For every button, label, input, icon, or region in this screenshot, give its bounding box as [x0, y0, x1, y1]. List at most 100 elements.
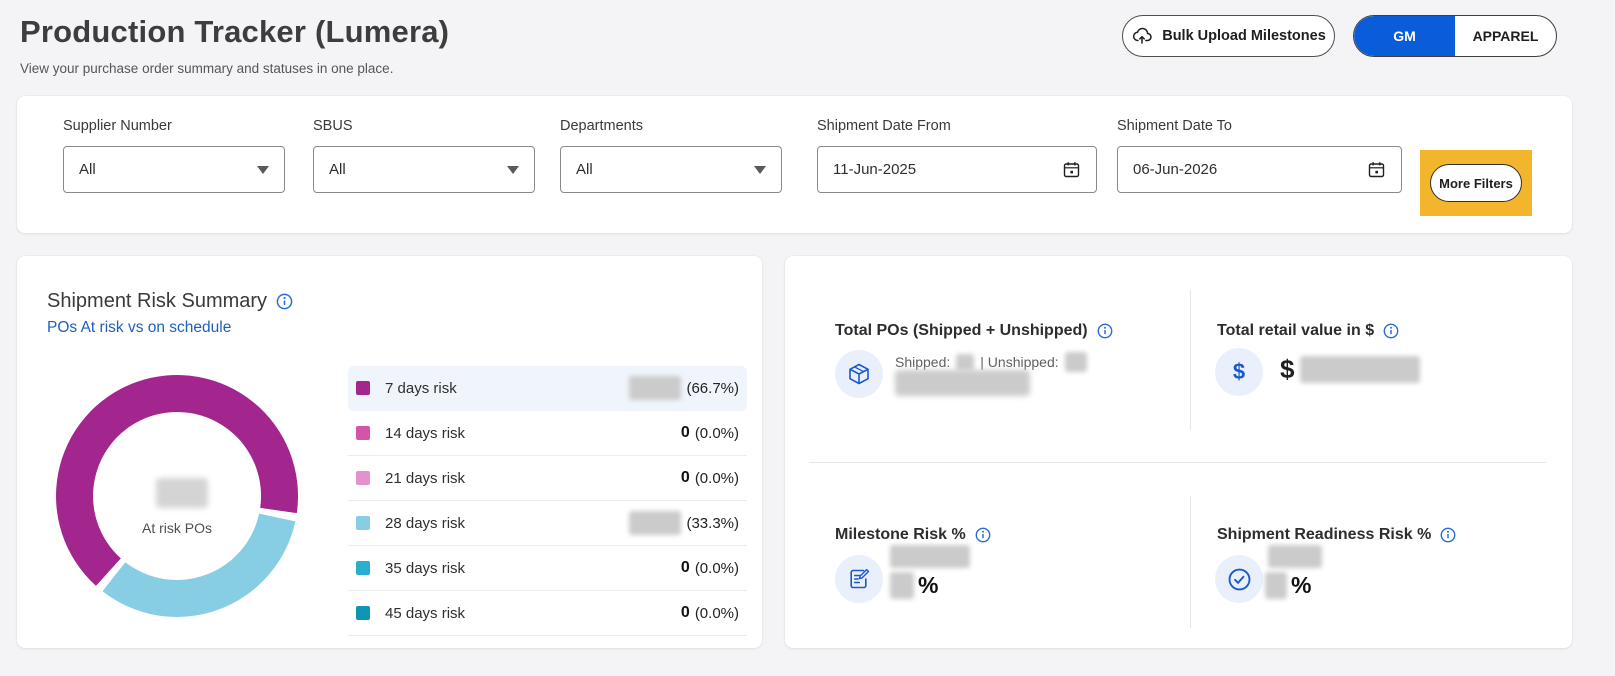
dollar-icon-circle: $ — [1215, 348, 1263, 396]
sbus-select[interactable]: All — [313, 146, 535, 193]
more-filters-button[interactable]: More Filters — [1430, 164, 1522, 202]
document-edit-icon — [850, 568, 870, 589]
legend-value: (33.3%) — [629, 511, 739, 535]
legend-count: 0 — [680, 604, 690, 621]
toggle-option-apparel[interactable]: APPAREL — [1472, 28, 1539, 44]
redacted-count — [629, 376, 682, 400]
divider — [1190, 496, 1191, 628]
chevron-down-icon — [754, 165, 766, 174]
shipment-date-from-label: Shipment Date From — [817, 118, 951, 134]
redacted-retail-value — [1300, 356, 1421, 383]
legend-value: 0 (0.0%) — [681, 469, 739, 487]
cloud-upload-icon — [1133, 27, 1152, 44]
info-icon[interactable] — [1097, 323, 1113, 339]
legend-label: 35 days risk — [385, 559, 466, 577]
legend-swatch — [356, 426, 370, 440]
legend-row-21-days-risk[interactable]: 21 days risk 0 (0.0%) — [348, 456, 747, 501]
shipment-date-to-value: 06-Jun-2026 — [1133, 161, 1218, 178]
percent-suffix: % — [1291, 572, 1312, 598]
legend-swatch — [356, 471, 370, 485]
filter-bar: Supplier Number All SBUS All Departments… — [17, 96, 1572, 233]
legend-value: 0 (0.0%) — [681, 604, 739, 622]
calendar-icon — [1368, 162, 1385, 178]
legend-percent: (0.0%) — [694, 559, 739, 577]
donut-center-label: At risk POs — [141, 520, 212, 536]
dollar-icon: $ — [1232, 359, 1246, 384]
supplier-number-select[interactable]: All — [63, 146, 285, 193]
shipment-date-to-input[interactable]: 06-Jun-2026 — [1117, 146, 1402, 193]
redacted-unshipped-count — [1064, 352, 1087, 372]
departments-select[interactable]: All — [560, 146, 782, 193]
page-title: Production Tracker (Lumera) — [20, 14, 450, 49]
sbus-label: SBUS — [313, 118, 353, 134]
legend-swatch — [356, 381, 370, 395]
info-icon[interactable] — [1440, 527, 1456, 543]
divider — [1190, 290, 1191, 430]
legend-count: 0 — [680, 469, 690, 486]
legend-percent: (0.0%) — [694, 604, 739, 622]
info-icon[interactable] — [1383, 323, 1399, 339]
supplier-number-value: All — [79, 161, 96, 178]
redacted-count — [629, 511, 682, 535]
redacted-shipped-count — [956, 353, 975, 371]
package-icon — [849, 363, 869, 385]
bulk-upload-milestones-button[interactable]: Bulk Upload Milestones — [1122, 15, 1335, 57]
info-icon[interactable] — [975, 527, 991, 543]
legend-label: 21 days risk — [385, 469, 466, 487]
calendar-icon — [1063, 162, 1080, 178]
donut-segment-28-days-risk[interactable] — [102, 513, 296, 617]
risk-legend: 7 days risk (66.7%) 14 days risk 0 (0.0%) 21 … — [348, 366, 747, 636]
shipment-date-from-value: 11-Jun-2025 — [833, 161, 917, 178]
shipment-date-to-label: Shipment Date To — [1117, 118, 1232, 134]
legend-percent: (66.7%) — [686, 379, 739, 397]
total-pos-title: Total POs (Shipped + Unshipped) — [835, 322, 1088, 339]
legend-value: (66.7%) — [629, 376, 739, 400]
legend-label: 45 days risk — [385, 604, 466, 622]
divider — [809, 462, 1546, 463]
legend-row-28-days-risk[interactable]: 28 days risk (33.3%) — [348, 501, 747, 546]
donut-segment-7-days-risk[interactable] — [56, 375, 299, 586]
redacted-milestone-percent — [890, 572, 914, 599]
package-icon-circle — [835, 350, 883, 398]
shipment-date-from-input[interactable]: 11-Jun-2025 — [817, 146, 1097, 193]
legend-row-45-days-risk[interactable]: 45 days risk 0 (0.0%) — [348, 591, 747, 636]
risk-summary-title: Shipment Risk Summary — [47, 290, 268, 312]
departments-label: Departments — [560, 118, 644, 134]
legend-percent: (0.0%) — [694, 469, 739, 487]
sbus-value: All — [329, 161, 346, 178]
readiness-icon-circle — [1215, 555, 1263, 603]
legend-percent: (33.3%) — [686, 514, 739, 532]
legend-swatch — [356, 561, 370, 575]
check-circle-icon — [1228, 568, 1250, 590]
legend-swatch — [356, 606, 370, 620]
gm-apparel-toggle: GM APPAREL — [1353, 15, 1557, 57]
chevron-down-icon — [257, 165, 269, 174]
legend-swatch — [356, 516, 370, 530]
risk-donut-chart: At risk POs — [53, 372, 301, 620]
legend-count: 0 — [680, 424, 690, 441]
legend-row-14-days-risk[interactable]: 14 days risk 0 (0.0%) — [348, 411, 747, 456]
legend-row-35-days-risk[interactable]: 35 days risk 0 (0.0%) — [348, 546, 747, 591]
risk-summary-subtitle: POs At risk vs on schedule — [47, 319, 232, 336]
legend-row-7-days-risk[interactable]: 7 days risk (66.7%) — [348, 366, 747, 411]
more-filters-highlight: More Filters — [1420, 150, 1532, 216]
departments-value: All — [576, 161, 593, 178]
milestone-icon-circle — [835, 555, 883, 603]
percent-suffix: % — [918, 572, 939, 598]
redacted-readiness-value — [1268, 545, 1322, 568]
redacted-milestone-value — [890, 545, 970, 568]
info-icon[interactable] — [276, 293, 293, 310]
redacted-total-pos-value — [895, 370, 1030, 396]
toggle-option-gm[interactable]: GM — [1354, 16, 1455, 56]
page-subtitle: View your purchase order summary and sta… — [20, 61, 394, 76]
bulk-upload-label: Bulk Upload Milestones — [1162, 28, 1326, 44]
shipped-label: Shipped: — [895, 354, 951, 370]
redacted-readiness-percent — [1265, 572, 1287, 599]
retail-value-title: Total retail value in $ — [1217, 322, 1375, 339]
milestone-risk-title: Milestone Risk % — [835, 526, 966, 543]
legend-value: 0 (0.0%) — [681, 424, 739, 442]
legend-label: 7 days risk — [385, 379, 457, 397]
supplier-number-label: Supplier Number — [63, 118, 172, 134]
currency-prefix: $ — [1280, 354, 1295, 384]
legend-label: 14 days risk — [385, 424, 466, 442]
